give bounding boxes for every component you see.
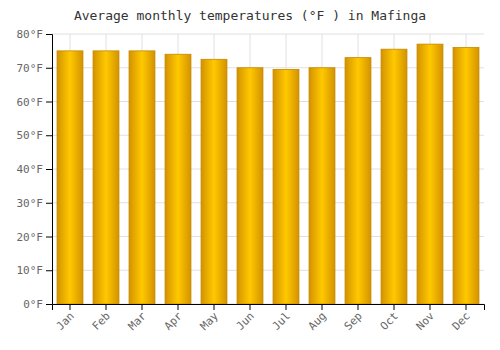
tick: 10°F xyxy=(17,264,53,277)
tick-mark xyxy=(430,304,431,310)
tick-label: 20°F xyxy=(17,231,44,244)
tick-mark xyxy=(46,135,52,136)
tick-label: Apr xyxy=(162,309,186,333)
tick-mark xyxy=(286,304,287,310)
x-axis: Jan Feb Mar Apr May Jun Jul Aug Sep Oct Nov Dec xyxy=(53,304,485,333)
tick-label: 30°F xyxy=(17,197,44,210)
tick-label: Jan xyxy=(54,310,77,333)
tick: Feb xyxy=(90,304,113,333)
tick: Dec xyxy=(450,304,473,333)
tick-mark xyxy=(46,304,52,305)
tick: 60°F xyxy=(17,96,53,109)
tick: 80°F xyxy=(17,28,53,41)
tick: Sep xyxy=(342,304,365,333)
tick: Jun xyxy=(234,304,257,333)
tick-mark xyxy=(394,304,395,310)
tick: 40°F xyxy=(17,163,53,176)
bar xyxy=(57,51,83,304)
tick: 0°F xyxy=(23,298,52,311)
bar xyxy=(93,51,119,304)
tick-mark xyxy=(214,304,215,310)
bar xyxy=(381,49,407,304)
chart-container: 0°F 10°F 20°F 30°F 40°F 50°F 60°F 70°F 80°F Jan Fe… xyxy=(0,0,500,350)
tick-mark xyxy=(46,169,52,170)
bar xyxy=(345,58,371,304)
tick-mark xyxy=(70,304,71,310)
tick-label: 10°F xyxy=(17,264,44,277)
tick-mark xyxy=(466,304,467,310)
tick-mark xyxy=(250,304,251,310)
tick-label: May xyxy=(198,309,222,333)
tick-mark xyxy=(46,203,52,204)
tick-label: Dec xyxy=(450,310,473,333)
tick: 30°F xyxy=(17,197,53,210)
tick: 20°F xyxy=(17,231,53,244)
tick-label: Oct xyxy=(378,310,401,333)
y-axis: 0°F 10°F 20°F 30°F 40°F 50°F 60°F 70°F 80°F xyxy=(17,28,53,311)
bar xyxy=(129,51,155,304)
tick: Jan xyxy=(54,304,77,333)
tick: Nov xyxy=(414,304,438,333)
tick-label: Nov xyxy=(414,309,438,333)
tick-label: Mar xyxy=(126,309,150,333)
bar xyxy=(417,44,443,304)
axis-line xyxy=(53,305,485,311)
tick-mark xyxy=(46,34,52,35)
bar xyxy=(309,68,335,304)
bar xyxy=(237,68,263,304)
tick-mark xyxy=(142,304,143,310)
tick-label: Jul xyxy=(270,310,293,333)
tick: 70°F xyxy=(17,62,53,75)
bar xyxy=(273,69,299,304)
tick-mark xyxy=(46,237,52,238)
bar xyxy=(165,54,191,304)
chart-svg: 0°F 10°F 20°F 30°F 40°F 50°F 60°F 70°F 80°F Jan Fe… xyxy=(0,0,500,350)
tick: Apr xyxy=(162,304,186,333)
tick: May xyxy=(198,304,222,333)
plot-area: 0°F 10°F 20°F 30°F 40°F 50°F 60°F 70°F 80°F Jan Fe… xyxy=(17,28,485,333)
tick-label: Sep xyxy=(342,310,365,333)
tick-label: Feb xyxy=(90,310,113,333)
tick: Jul xyxy=(270,304,293,333)
tick-label: Aug xyxy=(306,310,329,333)
grid xyxy=(52,34,484,304)
bars xyxy=(57,44,479,304)
axis-line xyxy=(46,35,53,305)
tick-label: 80°F xyxy=(17,28,44,41)
tick-mark xyxy=(178,304,179,310)
tick-label: 0°F xyxy=(23,298,43,311)
tick: 50°F xyxy=(17,129,53,142)
tick-label: 60°F xyxy=(17,96,44,109)
bar xyxy=(201,59,227,304)
tick: Oct xyxy=(378,304,401,333)
tick-mark xyxy=(322,304,323,310)
bar xyxy=(453,48,479,305)
tick-mark xyxy=(106,304,107,310)
tick-mark xyxy=(46,270,52,271)
tick: Mar xyxy=(126,304,150,333)
title: Average monthly temperatures (°F ) in Ma… xyxy=(74,8,426,23)
tick-label: 70°F xyxy=(17,62,44,75)
tick-label: 50°F xyxy=(17,129,44,142)
grid-line-y xyxy=(52,34,484,35)
tick: Aug xyxy=(306,304,329,333)
tick-mark xyxy=(358,304,359,310)
tick-label: Jun xyxy=(234,310,257,333)
tick-mark xyxy=(46,68,52,69)
tick-label: 40°F xyxy=(17,163,44,176)
tick-mark xyxy=(46,102,52,103)
